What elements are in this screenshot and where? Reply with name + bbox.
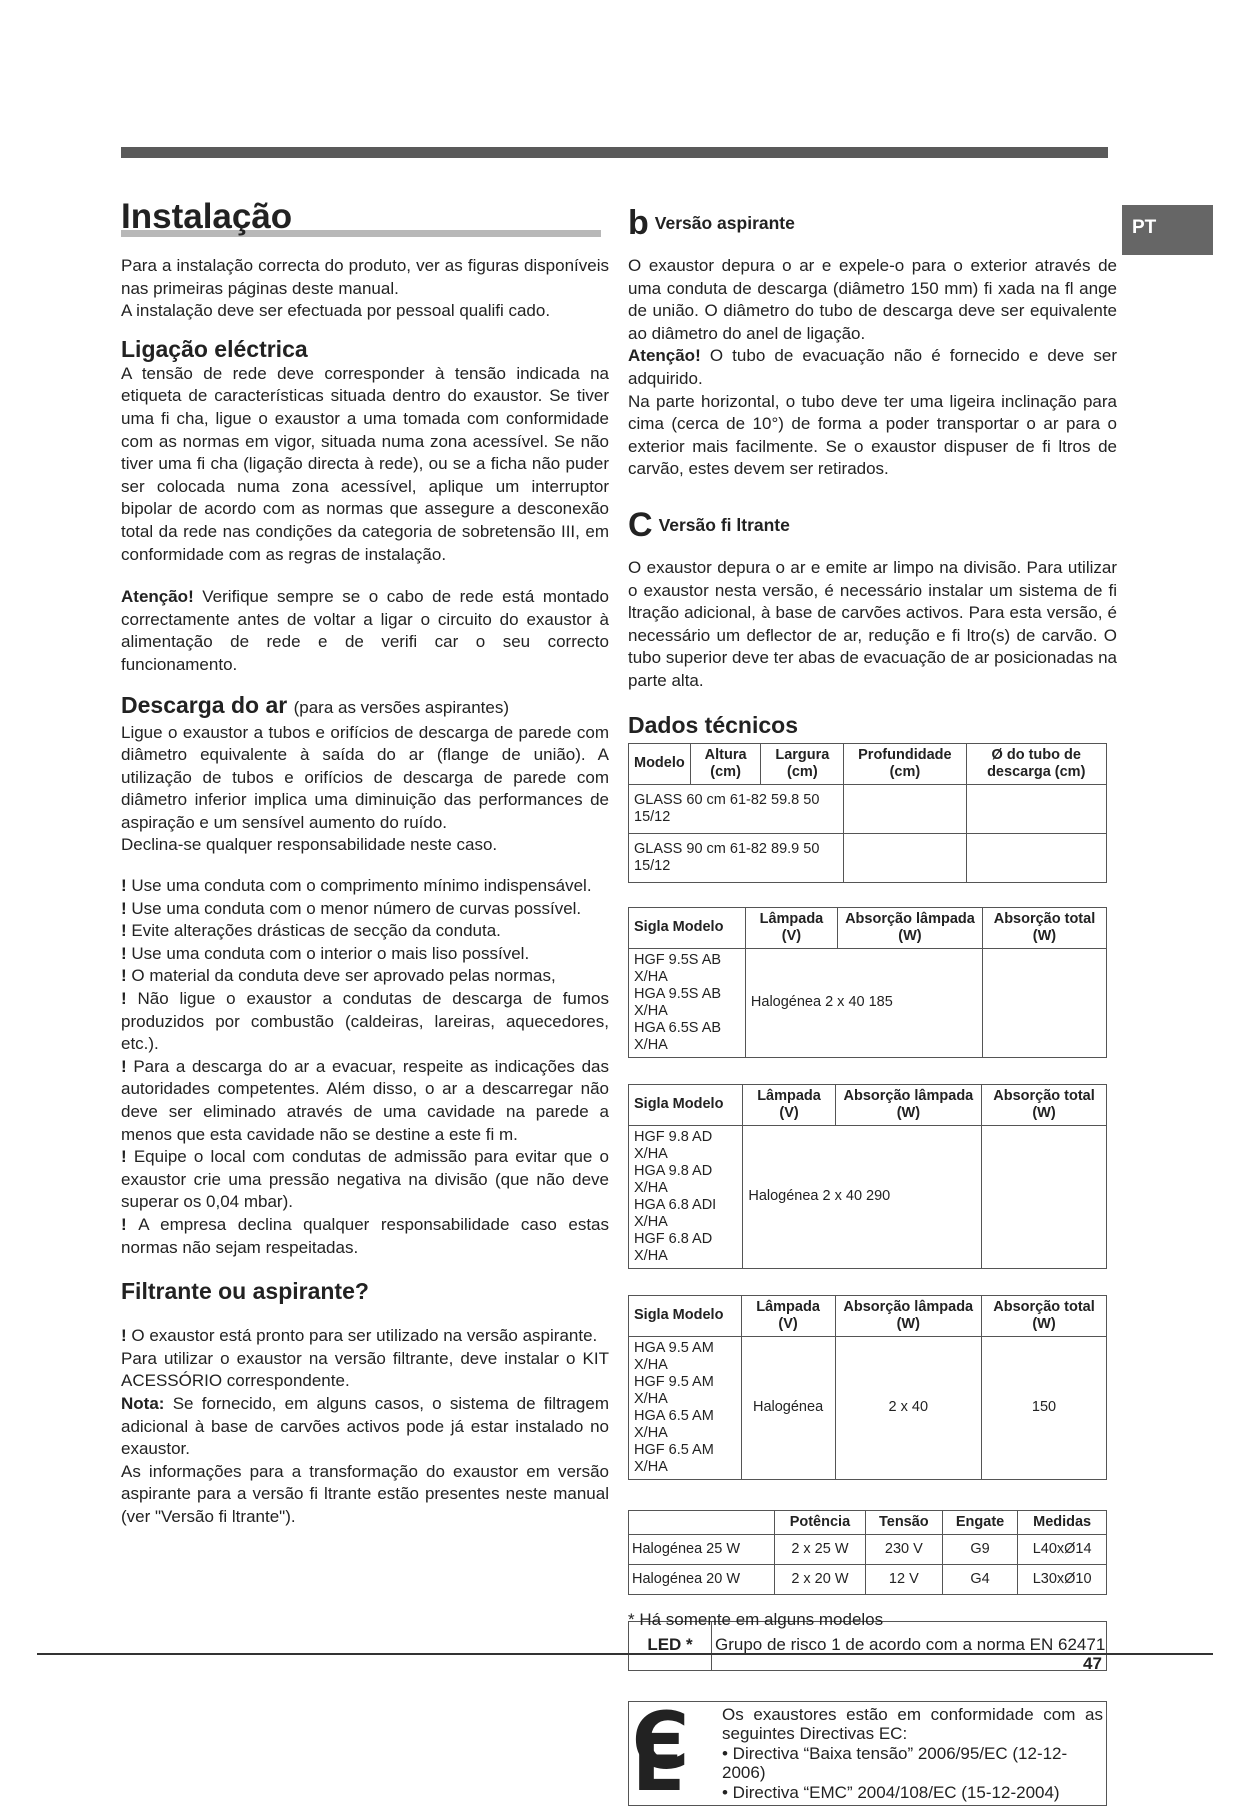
table-row: HGA 9.5 AM X/HA HGF 9.5 AM X/HA HGA 6.5 AM… [628, 1335, 1108, 1480]
led-text: Grupo de risco 1 de acordo com a norma E… [715, 1635, 1106, 1655]
warning-item: ! O material da conduta deve ser aprovad… [121, 966, 556, 986]
table-row: HGF 9.8 AD X/HA HGA 9.8 AD X/HA HGA 6.8 AD… [627, 1124, 1107, 1269]
lamp-table-1: Sigla Modelo Lâmpada (V) Absorção lâmpada … [628, 906, 1108, 1058]
intro-text: A instalação deve ser efectuada por pess… [121, 301, 551, 321]
ce-mark-logo: C E [632, 1696, 689, 1809]
warning-item: ! Use uma conduta com o comprimento míni… [121, 876, 592, 896]
filter-heading: Filtrante ou aspirante? [121, 1278, 369, 1305]
page-number: 47 [1083, 1654, 1102, 1673]
filtering-version-icon: C [628, 505, 653, 544]
page-title: Instalação [121, 195, 601, 239]
footer-divider [37, 1653, 1213, 1655]
discharge-heading: Descarga do ar (para as versões aspirant… [121, 691, 609, 722]
filtering-heading: C Versão fi ltrante [628, 505, 790, 544]
discharge-text: Ligue o exaustor a tubos e orifícios de … [121, 722, 609, 832]
warning-item: ! A empresa declina qualquer responsabil… [121, 1214, 609, 1257]
warning-item: ! Use uma conduta com o menor número de … [121, 898, 582, 918]
filter-text: Para utilizar o exaustor na versão filtr… [121, 1348, 609, 1391]
attention-label: Atenção! [121, 587, 194, 607]
filter-text: ! O exaustor está pronto para ser utiliz… [121, 1326, 598, 1346]
discharge-text: Declina-se qualquer responsabilidade nes… [121, 835, 498, 855]
warning-item: ! Equipe o local com condutas de admissã… [121, 1147, 609, 1212]
table-row: HGF 9.5S AB X/HA HGA 9.5S AB X/HA HGA 6.5S… [628, 947, 1108, 1058]
electric-text: A tensão de rede deve corresponder à ten… [121, 363, 609, 564]
led-box: LED * Grupo de risco 1 de acordo com a no… [628, 1620, 1107, 1671]
aspirating-attention: Atenção! O tubo de evacuação não é forne… [628, 346, 1117, 388]
footnote: * Há somente em alguns modelos [628, 1610, 884, 1629]
attention-body: Verifique sempre se o cabo de rede está … [121, 587, 609, 674]
attention-text: Atenção! Verifique sempre se o cabo de r… [121, 586, 609, 676]
left-column: Instalação Para a instalação correcta do… [121, 195, 609, 1529]
table-row: GLASS 60 cm 61-82 59.8 50 15/12 [627, 783, 1107, 834]
tech-heading: Dados técnicos [628, 711, 798, 738]
lamp-table-2: Sigla Modelo Lâmpada (V) Absorção lâmpada … [627, 1083, 1107, 1269]
discharge-subtitle: (para as versões aspirantes) [293, 697, 510, 717]
intro-text: Para a instalação correcta do produto, v… [121, 256, 609, 298]
filter-text: As informações para a transformação do e… [121, 1461, 609, 1526]
filtering-text: O exaustor depura o ar e emite ar limpo … [628, 557, 1117, 690]
note-text: Nota: Se fornecido, em alguns casos, o s… [121, 1393, 609, 1459]
header-bar [121, 147, 1108, 158]
bulb-table: Potência Tensão Engate Medidas Halogénea 25… [627, 1509, 1107, 1595]
aspirating-text: Na parte horizontal, o tubo deve ter uma… [628, 391, 1117, 479]
aspirating-text: O exaustor depura o ar e expele-o para o… [628, 256, 1117, 343]
aspirating-version-icon: b [628, 204, 649, 242]
table-row: GLASS 90 cm 61-82 89.9 50 15/12 [627, 832, 1107, 883]
electric-heading: Ligação eléctrica [121, 335, 308, 362]
lamp-table-3: Sigla Modelo Lâmpada (V) Absorção lâmpada … [628, 1294, 1108, 1480]
warnings-list: ! Use uma conduta com o comprimento míni… [121, 875, 609, 1259]
warning-item: ! Evite alterações drásticas de secção d… [121, 921, 501, 941]
dimensions-table: Modelo Altura (cm) Largura (cm) Profundidad… [627, 742, 1107, 883]
discharge-title: Descarga do ar [121, 691, 288, 718]
warning-item: ! Não ligue o exaustor a condutas de des… [121, 989, 609, 1054]
warning-item: ! Use uma conduta com o interior o mais … [121, 943, 530, 963]
aspirating-heading: b Versão aspirante [628, 204, 795, 242]
right-column: b Versão aspirante O exaustor depura o ar… [627, 204, 1117, 1809]
ce-box: C E Os exaustores estão em conformidade … [628, 1696, 1107, 1809]
led-label: LED * [629, 1621, 712, 1670]
language-tab: PT [1122, 205, 1213, 255]
warning-item: ! Para a descarga do ar a evacuar, respe… [121, 1056, 609, 1144]
